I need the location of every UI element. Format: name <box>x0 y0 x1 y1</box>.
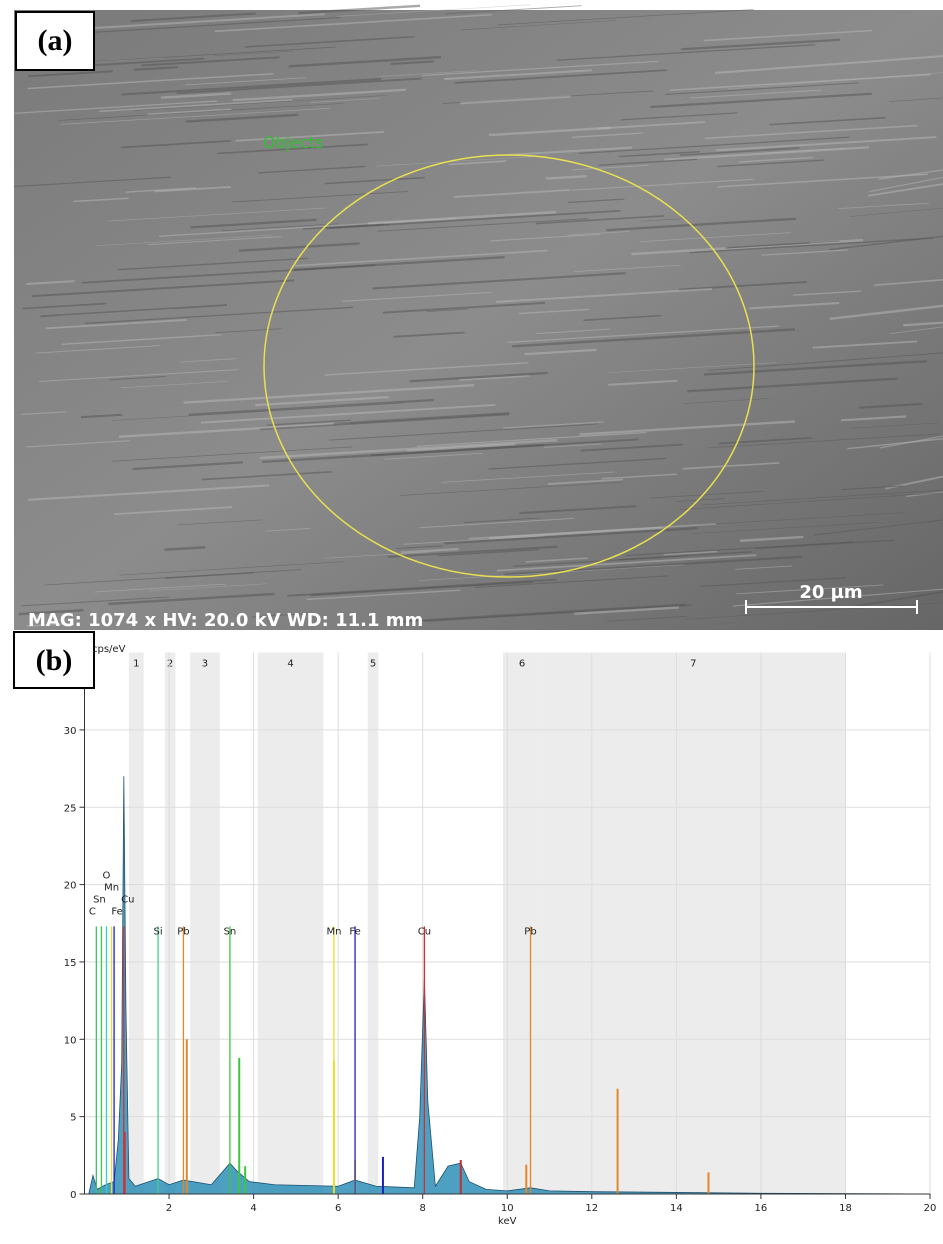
element-label: Pb <box>177 926 189 937</box>
region <box>190 653 220 1194</box>
element-label: C <box>89 906 96 917</box>
y-tick-label: 15 <box>64 958 77 969</box>
region <box>503 653 541 1194</box>
y-axis-label: cps/eV <box>92 644 126 655</box>
region <box>541 653 845 1194</box>
region-label: 6 <box>519 659 525 670</box>
y-tick-label: 20 <box>64 881 77 892</box>
region-label: 3 <box>202 659 208 670</box>
x-axis-label: keV <box>498 1216 517 1227</box>
panel-label: (a) <box>38 24 73 57</box>
element-label: Cu <box>121 894 134 905</box>
x-tick-label: 14 <box>670 1203 683 1214</box>
x-tick-label: 8 <box>420 1203 426 1214</box>
element-label: Si <box>153 926 162 937</box>
panel-label: (b) <box>36 644 73 677</box>
x-tick-label: 4 <box>250 1203 256 1214</box>
y-tick-label: 10 <box>64 1035 77 1046</box>
x-tick-label: 2 <box>166 1203 172 1214</box>
objects-label: Objects <box>263 133 323 152</box>
region-label: 5 <box>370 659 376 670</box>
element-label: Fe <box>111 906 122 917</box>
element-label: Fe <box>349 926 360 937</box>
region-label: 1 <box>133 659 139 670</box>
element-label: O <box>103 870 111 881</box>
region-label: 2 <box>167 659 173 670</box>
sem-panel: Objects (a) MAG: 1074 x HV: 20.0 kV WD: … <box>14 5 943 631</box>
y-tick-label: 30 <box>64 726 77 737</box>
region-label: 4 <box>287 659 293 670</box>
x-tick-label: 18 <box>839 1203 852 1214</box>
spectrum-chart: 12345672468101214161820051015202530keVcp… <box>64 644 937 1227</box>
x-tick-label: 16 <box>755 1203 768 1214</box>
x-tick-label: 6 <box>335 1203 341 1214</box>
figure: Objects (a) MAG: 1074 x HV: 20.0 kV WD: … <box>0 0 943 1244</box>
element-label: Sn <box>93 894 106 905</box>
y-tick-label: 5 <box>70 1113 76 1124</box>
element-label: Pb <box>524 926 536 937</box>
element-label: Sn <box>224 926 237 937</box>
scale-label: 20 µm <box>799 582 862 603</box>
element-label: Mn <box>104 882 119 893</box>
y-tick-label: 25 <box>64 803 77 814</box>
x-tick-label: 10 <box>501 1203 514 1214</box>
region <box>129 653 144 1194</box>
x-tick-label: 20 <box>924 1203 937 1214</box>
x-tick-label: 12 <box>585 1203 598 1214</box>
region-label: 7 <box>690 659 696 670</box>
y-tick-label: 0 <box>70 1190 76 1201</box>
region <box>258 653 324 1194</box>
region <box>368 653 379 1194</box>
region <box>165 653 176 1194</box>
info-label: MAG: 1074 x HV: 20.0 kV WD: 11.1 mm <box>28 610 423 631</box>
element-label: Cu <box>418 926 431 937</box>
element-label: Mn <box>326 926 341 937</box>
